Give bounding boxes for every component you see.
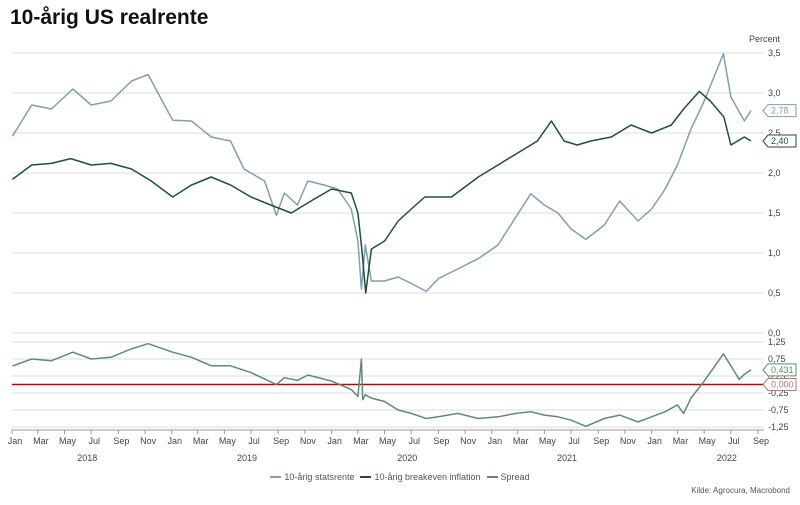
legend-item: 10-årig statsrente (270, 472, 354, 482)
x-month-label: Sep (593, 436, 609, 446)
bottom-y-tick-label: 0,75 (768, 354, 786, 364)
y-unit-label: Percent (749, 34, 781, 44)
x-year-label: 2018 (77, 453, 97, 463)
legend-item: Spread (486, 472, 530, 482)
breakeven-end-label: 2,40 (762, 134, 797, 148)
end-value-labels: 2,78 2,40 0,431 0,000 (762, 104, 797, 391)
breakeven-end-label-text: 2,40 (771, 136, 789, 146)
x-year-label: 2020 (397, 453, 417, 463)
zero-end-label: 0,000 (762, 378, 797, 391)
legend: 10-årig statsrente 10-årig breakeven infl… (0, 470, 800, 482)
x-month-label: May (539, 436, 557, 446)
legend-label: 10-årig breakeven inflation (374, 472, 481, 482)
x-month-label: May (699, 436, 717, 446)
x-month-label: Jul (728, 436, 740, 446)
zero-end-label-text: 0,000 (771, 380, 794, 390)
x-year-label: 2019 (237, 453, 257, 463)
x-month-label: May (379, 436, 397, 446)
spread-end-label: 0,431 (762, 363, 797, 377)
spread-line (12, 342, 752, 428)
x-month-label: Jan (327, 436, 342, 446)
x-month-label: Mar (673, 436, 689, 446)
chart-title: 10-årig US realrente (10, 6, 209, 29)
x-month-label: Nov (460, 436, 477, 446)
legend-label: 10-årig statsrente (284, 472, 355, 482)
source-note: Kilde: Agrocura, Macrobond (691, 486, 790, 495)
bottom-y-tick-label: -0,75 (768, 405, 789, 415)
x-year-label: 2021 (557, 453, 577, 463)
x-month-label: Jan (8, 436, 23, 446)
x-month-label: May (59, 436, 77, 446)
legend-item: 10-årig breakeven inflation (360, 472, 481, 482)
top-y-tick-label: 1,0 (768, 248, 781, 258)
x-month-label: Jul (409, 436, 421, 446)
x-month-label: Mar (513, 436, 529, 446)
bottom-panel-series (12, 342, 752, 428)
top-panel-y-ticks: 0,0 0,5 1,0 1,5 2,0 2,5 3,0 3,5 (768, 48, 781, 338)
x-month-label: Jan (488, 436, 503, 446)
x-axis: Jan Mar May Jul Sep Nov Jan Mar May Jul Sep Nov Jan M… (8, 429, 769, 463)
x-month-label: Jul (568, 436, 580, 446)
top-panel-grid (12, 52, 764, 334)
spread-end-label-text: 0,431 (771, 365, 794, 375)
x-month-label: Jan (168, 436, 183, 446)
x-month-label: Mar (33, 436, 49, 446)
x-month-label: Sep (433, 436, 449, 446)
legend-swatch (486, 476, 498, 478)
x-year-label: 2022 (717, 453, 737, 463)
bottom-panel-grid (12, 341, 764, 428)
x-month-label: Sep (273, 436, 289, 446)
x-month-label: Sep (753, 436, 769, 446)
x-month-label: Jul (88, 436, 100, 446)
top-y-tick-label: 3,0 (768, 88, 781, 98)
top-y-tick-label: 2,0 (768, 168, 781, 178)
x-month-label: Jan (647, 436, 662, 446)
bottom-y-tick-label: 1,25 (768, 337, 786, 347)
top-y-tick-label: 3,5 (768, 48, 781, 58)
legend-label: Spread (500, 472, 530, 482)
x-month-label: Jul (248, 436, 260, 446)
bottom-y-tick-label: -1,25 (768, 422, 789, 432)
x-month-label: May (219, 436, 237, 446)
x-month-label: Sep (113, 436, 129, 446)
breakeven-line (11, 90, 752, 294)
x-month-label: Mar (353, 436, 369, 446)
x-month-label: Nov (620, 436, 637, 446)
x-month-label: Mar (193, 436, 209, 446)
top-y-tick-label: 0,0 (768, 328, 781, 338)
top-panel-series (11, 53, 752, 294)
top-y-tick-label: 0,5 (768, 288, 781, 298)
top-y-tick-label: 1,5 (768, 208, 781, 218)
bottom-y-tick-label: -0,25 (768, 388, 789, 398)
x-month-label: Nov (140, 436, 157, 446)
x-month-label: Nov (300, 436, 317, 446)
top-y-tick-label: 2,5 (768, 128, 781, 138)
statsrente-end-label-text: 2,78 (771, 106, 789, 116)
legend-swatch (270, 476, 282, 478)
statsrente-line (11, 53, 752, 293)
statsrente-end-label: 2,78 (762, 104, 797, 118)
legend-swatch (360, 476, 372, 478)
chart-area: 0,00,51,01,52,02,53,03,5 1,250,750,25-0,… (8, 34, 797, 463)
